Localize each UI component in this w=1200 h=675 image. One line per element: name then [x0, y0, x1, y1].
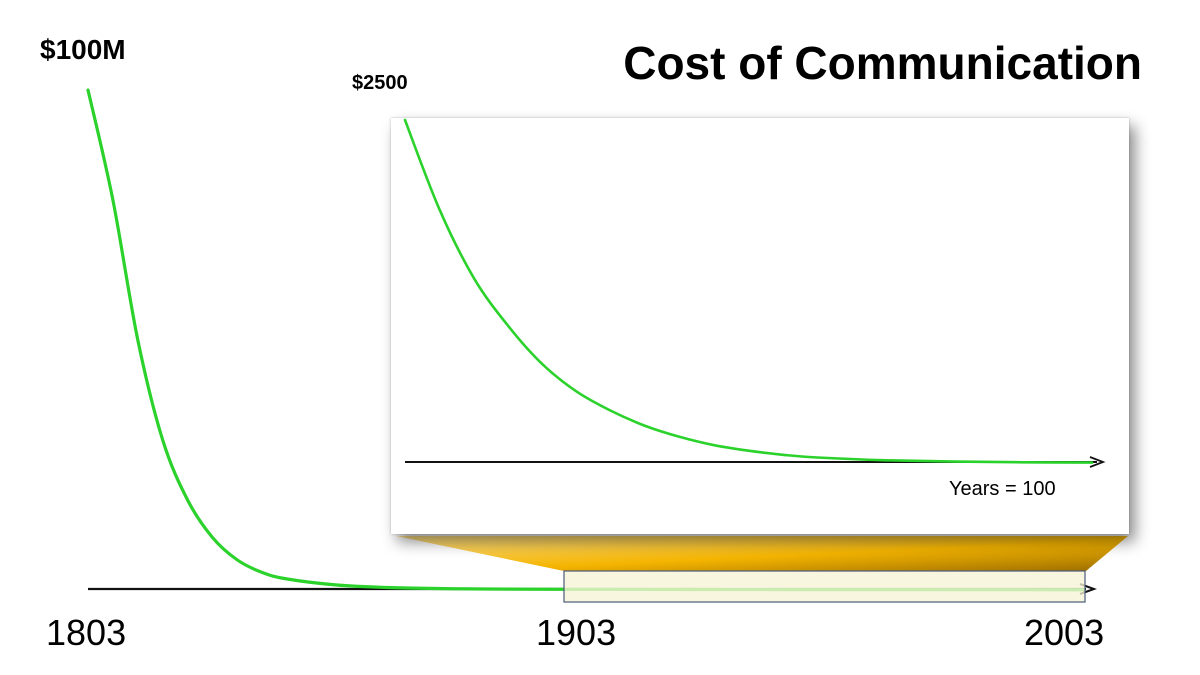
inset-x-axis-label: Years = 100	[949, 478, 1056, 500]
x-tick-label: 2003	[1024, 612, 1105, 653]
main-y-max-label: $100M	[40, 34, 126, 65]
inset-y-max-label: $2500	[352, 72, 408, 94]
zoom-connector-wedge	[396, 536, 1128, 571]
inset-cost-curve	[403, 118, 1094, 464]
x-tick-label: 1903	[536, 612, 617, 653]
zoom-highlight-box	[563, 570, 1086, 603]
inset-chart-panel	[391, 118, 1129, 534]
page-title: Cost of Communication	[623, 37, 1142, 89]
x-tick-label: 1803	[46, 612, 127, 653]
inset-x-axis-arrowhead	[1089, 456, 1106, 468]
